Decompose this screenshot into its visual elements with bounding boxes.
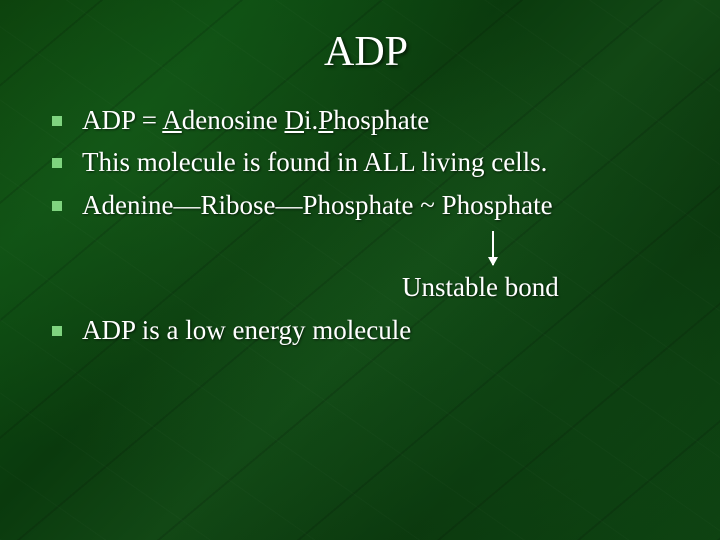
- bullet-item-3: Adenine—Ribose—Phosphate ~ Phosphate: [52, 187, 680, 223]
- bullet-item-4: ADP is a low energy molecule: [52, 312, 680, 348]
- bullet-1-u2: D: [284, 105, 304, 135]
- bullet-item-1: ADP = Adenosine Di.Phosphate: [52, 102, 680, 138]
- bullet-text-2: This molecule is found in ALL living cel…: [82, 144, 680, 180]
- bullet-item-2: This molecule is found in ALL living cel…: [52, 144, 680, 180]
- bullet-1-mid2: i.: [304, 105, 318, 135]
- bullet-1-mid1: denosine: [182, 105, 285, 135]
- bullet-1-suffix: hosphate: [333, 105, 429, 135]
- bullet-list: ADP = Adenosine Di.Phosphate This molecu…: [52, 102, 680, 223]
- down-arrow-icon: [492, 231, 494, 265]
- slide: ADP ADP = Adenosine Di.Phosphate This mo…: [0, 0, 720, 540]
- vertical-spacer: [52, 229, 680, 269]
- bullet-text-1: ADP = Adenosine Di.Phosphate: [82, 102, 680, 138]
- unstable-bond-row: Unstable bond: [82, 269, 680, 305]
- slide-title: ADP: [52, 28, 680, 76]
- bullet-square-icon: [52, 326, 62, 336]
- bullet-text-3: Adenine—Ribose—Phosphate ~ Phosphate: [82, 187, 680, 223]
- unstable-bond-label: Unstable bond: [402, 272, 559, 302]
- bullet-1-u1: A: [162, 105, 182, 135]
- bullet-square-icon: [52, 158, 62, 168]
- bullet-square-icon: [52, 116, 62, 126]
- bullet-list-2: ADP is a low energy molecule: [52, 312, 680, 348]
- bullet-1-u3: P: [318, 105, 333, 135]
- bullet-text-4: ADP is a low energy molecule: [82, 312, 680, 348]
- bullet-square-icon: [52, 201, 62, 211]
- bullet-1-prefix: ADP =: [82, 105, 162, 135]
